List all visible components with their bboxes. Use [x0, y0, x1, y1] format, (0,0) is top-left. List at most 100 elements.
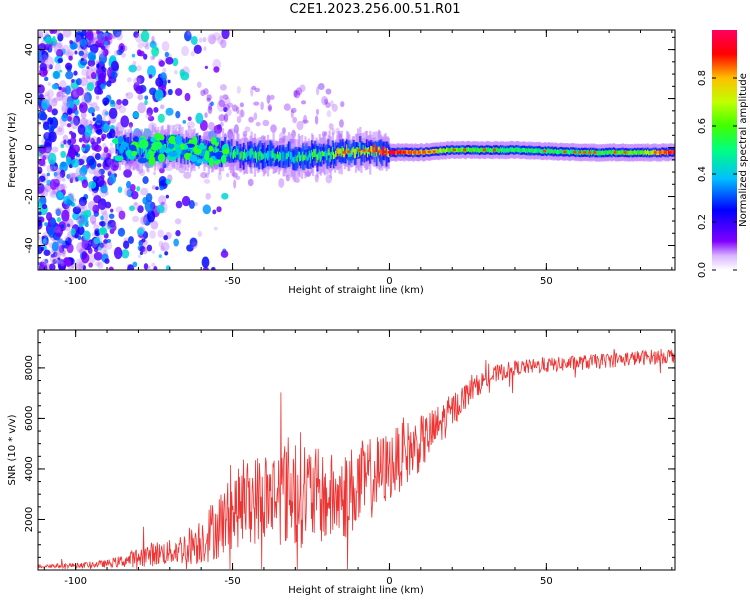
spectrogram-noise-cell	[106, 132, 113, 139]
spectrogram-noise-cell	[61, 240, 67, 246]
spectrogram-noise-cell	[196, 81, 202, 88]
snr-frame	[37, 329, 676, 571]
spectrogram-noise-cell	[78, 196, 87, 207]
spectrogram-noise-cell	[49, 126, 55, 132]
spectrogram-noise-cell	[303, 114, 308, 124]
colorbar-tick-label: 0.0	[697, 262, 708, 278]
spectrogram-noise-cell	[238, 109, 245, 118]
spectrogram-noise-cell	[225, 108, 232, 117]
spectrogram-noise-cell	[73, 198, 77, 202]
spectrogram-noise-cell	[110, 222, 117, 231]
spectrogram-noise-cell	[223, 103, 230, 111]
spectrogram-noise-cell	[78, 249, 84, 254]
spectrogram-ridge-peak	[593, 151, 597, 154]
spectrogram-noise-cell	[77, 45, 81, 51]
spectrogram-noise-cell	[75, 205, 80, 209]
spectrogram-noise-cell	[51, 146, 59, 153]
spectrogram-noise-cell	[260, 101, 264, 111]
spectrogram-noise-cell	[57, 237, 64, 247]
spectrogram-noise-cell	[67, 107, 73, 115]
spectrogram-noise-cell	[191, 241, 198, 249]
spectrogram-noise-cell	[146, 244, 153, 252]
spectrogram-noise-cell	[293, 90, 301, 99]
spectrogram-noise-cell	[86, 66, 90, 70]
spectrogram-noise-cell	[250, 86, 254, 97]
spectrogram-noise-cell	[208, 34, 216, 45]
spectrogram-noise-cell	[89, 214, 97, 225]
spectrogram-noise-cell	[247, 178, 254, 187]
spectrogram-noise-cell	[93, 251, 103, 261]
spectrogram-noise-cell	[95, 261, 101, 267]
spectrogram-noise-cell	[127, 264, 135, 270]
spectrogram-noise-cell	[49, 179, 58, 191]
spectrogram-noise-cell	[78, 219, 86, 227]
snr-xtick-label: -50	[224, 576, 240, 587]
spectrogram-noise-cell	[122, 240, 130, 249]
spectrogram-noise-cell	[236, 106, 240, 115]
spectrogram-noise-cell	[91, 239, 99, 248]
spectrogram-xlabel: Height of straight line (km)	[288, 285, 424, 296]
spectrogram-noise-cell	[57, 127, 63, 133]
spectrogram-noise-cell	[56, 91, 62, 98]
spectrogram-noise-cell	[52, 258, 57, 265]
spectrogram-noise-cell	[74, 151, 79, 156]
spectrogram-noise-cell	[211, 266, 216, 270]
spectrogram-noise-cell	[165, 194, 169, 199]
spectrogram-noise-cell	[85, 75, 90, 80]
spectrogram-noise-cell	[223, 113, 229, 123]
spectrogram-noise-cell	[283, 103, 291, 111]
spectrogram-noise-cell	[42, 121, 50, 131]
spectrogram-noise-cell	[44, 131, 50, 137]
spectrogram-noise-cell	[95, 105, 100, 112]
spectrogram-noise-cell	[331, 103, 338, 112]
spectrogram-noise-cell	[128, 64, 137, 73]
spectrogram-noise-cell	[159, 104, 165, 110]
spectrogram-noise-cell	[120, 45, 124, 51]
spectrogram-noise-cell	[159, 186, 164, 191]
spectrogram-noise-cell	[96, 30, 101, 35]
spectrogram-noise-cell	[42, 94, 51, 104]
spectrogram-noise-cell	[203, 46, 207, 51]
spectrogram-noise-cell	[165, 178, 171, 185]
spectrogram-noise-cell	[98, 72, 106, 83]
spectrogram-ridge-blob	[114, 155, 124, 162]
spectrogram-noise-cell	[219, 95, 223, 102]
spectrogram-noise-cell	[254, 87, 261, 93]
spectrogram-noise-cell	[100, 174, 105, 180]
spectrogram-noise-cell	[163, 235, 169, 241]
spectrogram-noise-cell	[219, 121, 224, 127]
spectrogram-noise-cell	[73, 172, 79, 178]
spectrogram-noise-cell	[58, 245, 65, 253]
spectrogram-noise-cell	[81, 179, 89, 189]
spectrogram-noise-cell	[73, 115, 81, 126]
spectrogram-noise-cell	[206, 94, 212, 101]
spectrogram-noise-cell	[107, 219, 116, 228]
spectrogram-ridge-blob	[153, 141, 163, 150]
spectrogram-noise-cell	[183, 171, 192, 179]
spectrogram-ytick-label: 0	[24, 144, 35, 150]
spectrogram-image	[38, 30, 675, 270]
spectrogram-noise-cell	[81, 143, 86, 148]
spectrogram-noise-cell	[339, 119, 344, 128]
spectrogram-noise-cell	[38, 234, 41, 241]
colorbar-gradient	[712, 30, 737, 270]
spectrogram-ridge-blob	[138, 143, 147, 149]
spectrogram-noise-cell	[141, 238, 146, 243]
spectrogram-noise-cell	[91, 102, 98, 108]
spectrogram-noise-cell	[133, 77, 142, 85]
spectrogram-ridge-blob	[183, 144, 188, 150]
spectrogram-noise-cell	[91, 141, 99, 151]
spectrogram-noise-cell	[91, 232, 96, 237]
spectrogram-noise-cell	[68, 172, 75, 180]
spectrogram-noise-cell	[93, 66, 103, 76]
spectrogram-noise-cell	[113, 101, 122, 110]
spectrogram-noise-cell	[149, 230, 156, 239]
spectrogram-noise-cell	[93, 167, 102, 178]
spectrogram-noise-cell	[81, 30, 87, 37]
spectrogram-noise-cell	[91, 37, 100, 47]
spectrogram-noise-cell	[158, 195, 167, 205]
spectrogram-noise-cell	[141, 217, 147, 225]
spectrogram-ridge-peak	[658, 151, 662, 154]
spectrogram-noise-cell	[41, 203, 48, 210]
spectrogram-noise-cell	[65, 237, 72, 246]
